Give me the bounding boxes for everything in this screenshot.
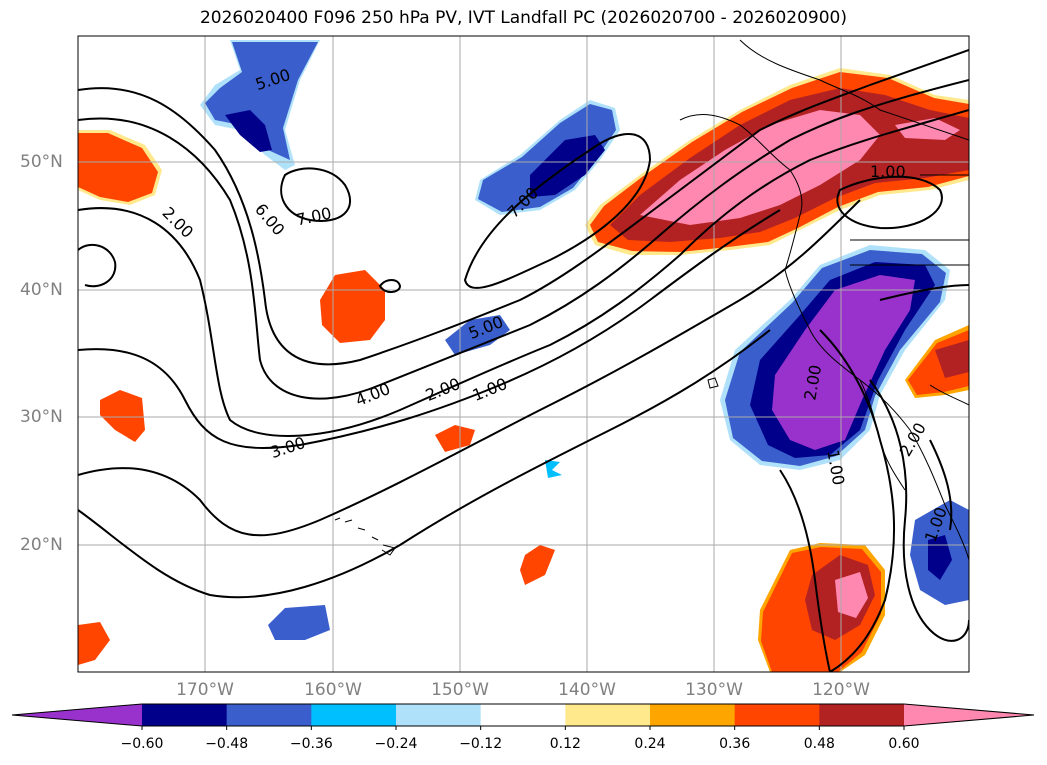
coastlines bbox=[334, 39, 969, 561]
colorbar-extend-low bbox=[12, 704, 142, 726]
colorbar bbox=[11, 703, 1035, 730]
map-frame bbox=[77, 35, 970, 673]
colorbar-tick-label: 0.60 bbox=[888, 736, 920, 752]
positive-anomaly-east-edge bbox=[905, 325, 969, 398]
lon-label-120w: 120°W bbox=[812, 680, 870, 700]
colorbar-tick-label: −0.12 bbox=[459, 736, 503, 752]
lat-label-30n: 30°N bbox=[20, 407, 63, 427]
lat-label-20n: 20°N bbox=[20, 535, 63, 555]
positive-anomaly-west bbox=[78, 130, 555, 665]
negative-anomaly-north-pacific bbox=[475, 100, 620, 215]
colorbar-tick-label: −0.24 bbox=[374, 736, 418, 752]
colorbar-bin bbox=[226, 704, 312, 726]
contour-label: 1.00 bbox=[870, 162, 906, 181]
lon-label-160w: 160°W bbox=[304, 680, 362, 700]
colorbar-bin bbox=[565, 704, 651, 726]
ivt-contours bbox=[78, 49, 969, 672]
lon-label-170w: 170°W bbox=[176, 680, 234, 700]
negative-anomaly-southeast bbox=[910, 500, 969, 605]
figure-title: 2026020400 F096 250 hPa PV, IVT Landfall… bbox=[199, 8, 847, 28]
lon-label-130w: 130°W bbox=[685, 680, 743, 700]
negative-anomaly-small bbox=[268, 315, 562, 640]
colorbar-bin bbox=[650, 704, 736, 726]
lat-label-40n: 40°N bbox=[20, 280, 63, 300]
positive-anomaly-southwest-mexico bbox=[758, 543, 885, 672]
colorbar-tick-label: 0.36 bbox=[719, 736, 751, 752]
colorbar-tick-label: −0.60 bbox=[120, 736, 164, 752]
colorbar-tick-label: −0.48 bbox=[205, 736, 249, 752]
colorbar-tick-label: 0.24 bbox=[634, 736, 666, 752]
colorbar-tick-label: 0.12 bbox=[549, 736, 581, 752]
colorbar-bin bbox=[142, 704, 228, 726]
colorbar-tick-label: −0.36 bbox=[289, 736, 333, 752]
colorbar-tick-label: 0.48 bbox=[803, 736, 835, 752]
colorbar-extend-high bbox=[904, 704, 1034, 726]
colorbar-bin bbox=[396, 704, 482, 726]
negative-anomaly-west-coast bbox=[720, 245, 950, 470]
lon-label-150w: 150°W bbox=[431, 680, 489, 700]
graticule bbox=[78, 36, 969, 672]
colorbar-bin bbox=[819, 704, 905, 726]
lon-label-140w: 140°W bbox=[558, 680, 616, 700]
negative-anomaly-top-left bbox=[200, 40, 320, 170]
colorbar-bin bbox=[480, 704, 566, 726]
colorbar-bin bbox=[311, 704, 397, 726]
colorbar-bin bbox=[734, 704, 820, 726]
lat-label-50n: 50°N bbox=[20, 152, 63, 172]
